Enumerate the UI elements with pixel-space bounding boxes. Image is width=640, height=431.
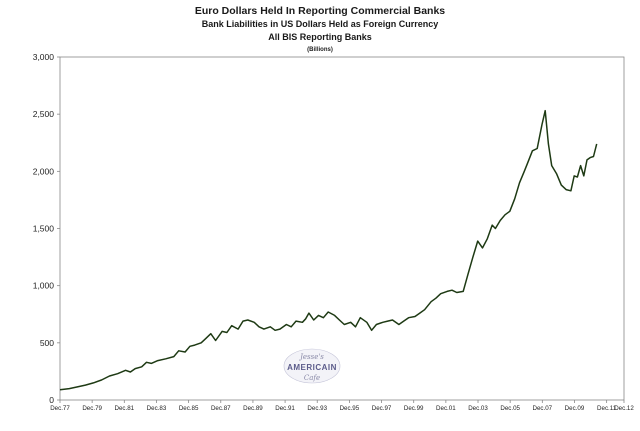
y-tick-label: 3,000 bbox=[33, 52, 55, 62]
x-tick-label: Dec.99 bbox=[404, 405, 424, 412]
chart-subtitle-2: All BIS Reporting Banks bbox=[268, 32, 372, 42]
x-tick-label: Dec.95 bbox=[340, 405, 360, 412]
x-tick-label: Dec.01 bbox=[436, 405, 456, 412]
x-tick-label: Dec.93 bbox=[307, 405, 327, 412]
chart-title: Euro Dollars Held In Reporting Commercia… bbox=[195, 5, 445, 17]
x-tick-label: Dec.11 bbox=[597, 405, 617, 412]
x-tick-label: Dec.07 bbox=[533, 405, 553, 412]
x-tick-label: Dec.03 bbox=[468, 405, 488, 412]
x-tick-label: Dec.12 bbox=[614, 405, 634, 412]
x-axis: Dec.77 Dec.79 Dec.81 Dec.83 Dec.85 Dec.87 Dec.… bbox=[50, 400, 634, 412]
x-tick-label: Dec.83 bbox=[147, 405, 167, 412]
plot-area bbox=[59, 56, 625, 401]
logo-badge bbox=[283, 348, 341, 384]
logo-middle-text: AMERICAIN bbox=[287, 363, 337, 372]
chart-subtitle: Bank Liabilities in US Dollars Held as F… bbox=[202, 19, 439, 29]
x-tick-label: Dec.77 bbox=[50, 405, 70, 412]
y-tick-label: 0 bbox=[49, 395, 54, 405]
y-tick-label: 2,500 bbox=[33, 109, 55, 119]
series-line bbox=[59, 109, 598, 391]
chart-unit-label: (Billions) bbox=[307, 47, 333, 53]
y-tick-label: 1,000 bbox=[33, 281, 55, 291]
x-tick-label: Dec.87 bbox=[211, 405, 231, 412]
y-axis: 0 500 1,000 1,500 2,000 2,500 3,000 bbox=[33, 52, 60, 405]
x-tick-label: Dec.79 bbox=[82, 405, 102, 412]
y-tick-label: 2,000 bbox=[33, 166, 55, 176]
series-group bbox=[59, 109, 598, 391]
y-tick-label: 500 bbox=[40, 338, 54, 348]
logo-bottom-text: Cafe bbox=[304, 374, 320, 382]
x-tick-label: Dec.81 bbox=[115, 405, 135, 412]
x-tick-label: Dec.85 bbox=[179, 405, 199, 412]
x-tick-label: Dec.97 bbox=[372, 405, 392, 412]
logo-top-text: Jesse's bbox=[298, 353, 324, 361]
x-tick-label: Dec.05 bbox=[500, 405, 520, 412]
y-tick-label: 1,500 bbox=[33, 224, 55, 234]
x-tick-label: Dec.89 bbox=[243, 405, 263, 412]
x-tick-label: Dec.91 bbox=[275, 405, 295, 412]
logo: Jesse's AMERICAIN Cafe bbox=[283, 348, 341, 384]
x-tick-label: Dec.09 bbox=[565, 405, 585, 412]
